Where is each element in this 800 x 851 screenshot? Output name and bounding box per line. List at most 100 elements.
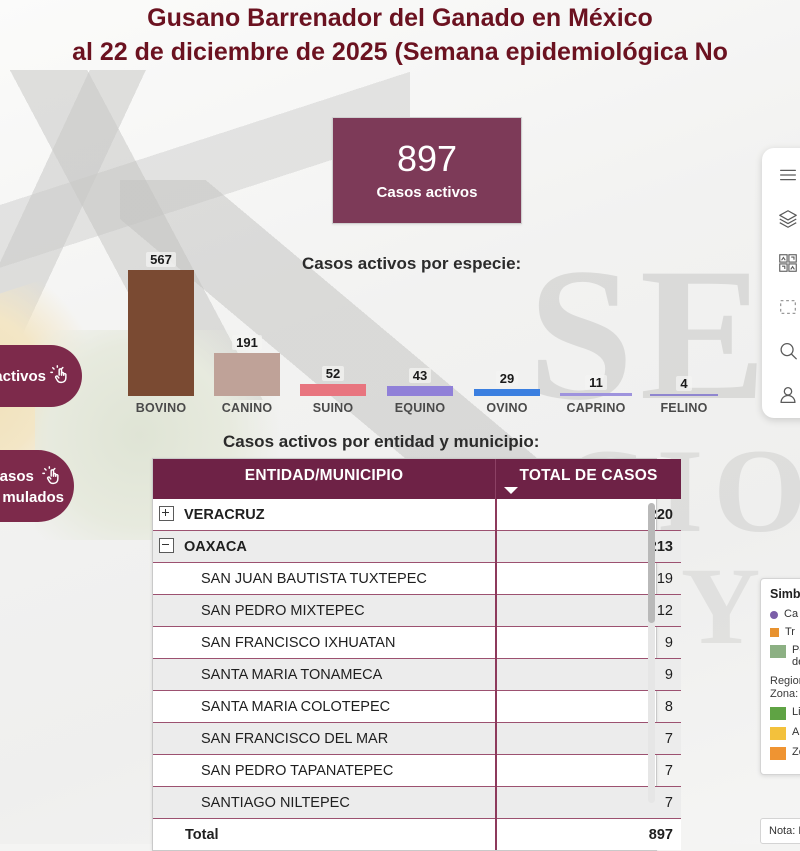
legend-swatch-zone: [770, 727, 786, 740]
total-value: 897: [494, 818, 681, 850]
kpi-value: 897: [396, 137, 458, 179]
row-label: OAXACA: [184, 539, 247, 555]
tap-hand-icon: [50, 365, 72, 387]
legend-zone-item: Zo: [770, 746, 800, 760]
table-row[interactable]: SAN FRANCISCO DEL MAR 7: [153, 722, 681, 755]
bar-label: FELINO: [660, 401, 708, 415]
row-municipio-name: SANTA MARIA TONAMECA: [153, 658, 496, 691]
kpi-card-casos-activos[interactable]: 897 Casos activos: [332, 117, 522, 224]
legend-swatch-zone: [770, 707, 786, 720]
row-municipio-name: SAN FRANCISCO DEL MAR: [153, 722, 496, 755]
user-icon[interactable]: [775, 382, 800, 408]
legend-zone-label: Lib: [792, 706, 800, 718]
layers-icon[interactable]: [775, 206, 800, 232]
row-municipio-name: SANTA MARIA COLOTEPEC: [153, 690, 496, 723]
row-entity-name: OAXACA: [153, 530, 496, 563]
legend-zone-item: Lib: [770, 706, 800, 720]
species-bar-chart: 567 BOVINO 191 CANINO 52 SUINO 43 EQUINO…: [120, 252, 720, 415]
bar-rect[interactable]: [387, 386, 453, 396]
row-municipio-name: SAN PEDRO TAPANATEPEC: [153, 754, 496, 787]
table-row[interactable]: SAN PEDRO TAPANATEPEC 7: [153, 754, 681, 787]
hamburger-menu-icon[interactable]: [775, 162, 800, 188]
row-municipio-name: SANTIAGO NILTEPEC: [153, 786, 496, 819]
table-row[interactable]: SANTA MARIA TONAMECA 9: [153, 658, 681, 691]
column-header-total-label: TOTAL DE CASOS: [519, 467, 658, 484]
table-row[interactable]: SANTIAGO NILTEPEC 7: [153, 786, 681, 819]
legend-swatch-zone: [770, 747, 786, 760]
bar-value: 191: [232, 335, 262, 350]
kpi-label: Casos activos: [376, 183, 478, 201]
legend-item: Tr: [770, 626, 800, 638]
page-header: Gusano Barrenador del Ganado en México a…: [0, 0, 800, 86]
bar-label: CAPRINO: [566, 401, 626, 415]
bar-value: 567: [146, 252, 176, 267]
bar-rect[interactable]: [560, 393, 632, 396]
table-row[interactable]: VERACRUZ 220: [153, 499, 681, 531]
bar-rect[interactable]: [650, 394, 718, 396]
bar-value: 11: [585, 375, 607, 390]
bar-label: SUINO: [312, 401, 354, 415]
table-row[interactable]: SAN FRANCISCO IXHUATAN 9: [153, 626, 681, 659]
side-button-2-label-line1: Casos: [0, 467, 34, 485]
bar-rect[interactable]: [474, 389, 540, 396]
bar-label: CANINO: [221, 401, 273, 415]
page-title-line1: Gusano Barrenador del Ganado en México: [147, 4, 653, 32]
chart-title: Casos activos por especie:: [302, 254, 522, 273]
row-municipio-name: SAN FRANCISCO IXHUATAN: [153, 626, 496, 659]
legend-item: Po de: [770, 644, 800, 668]
tap-hand-icon: [42, 465, 64, 488]
legend-item-label-line2: de: [792, 656, 800, 668]
casos-por-entidad-table: ENTIDAD/MUNICIPIO TOTAL DE CASOS VERACRU…: [152, 458, 681, 851]
legend-item: Ca: [770, 608, 800, 620]
sort-descending-icon: [504, 487, 518, 494]
row-entity-name: VERACRUZ: [153, 499, 496, 531]
side-button-2-label-line2: mulados: [2, 488, 64, 506]
row-label: VERACRUZ: [184, 507, 265, 523]
side-button-casos-activos[interactable]: s activos: [0, 345, 82, 407]
bar-rect[interactable]: [300, 384, 366, 396]
legend-zone-item: Am: [770, 726, 800, 740]
expand-plus-icon[interactable]: [159, 506, 174, 521]
table-row[interactable]: SAN PEDRO MIXTEPEC 12: [153, 594, 681, 627]
collapse-minus-icon[interactable]: [159, 538, 174, 553]
basemap-grid-icon[interactable]: [775, 250, 800, 276]
bar-label: EQUINO: [394, 401, 446, 415]
table-row[interactable]: SANTA MARIA COLOTEPEC 8: [153, 690, 681, 723]
side-button-1-label: s activos: [0, 367, 46, 385]
bar-column: 4 FELINO: [650, 376, 718, 415]
row-municipio-name: SAN JUAN BAUTISTA TUXTEPEC: [153, 562, 496, 595]
table-total-row: Total 897: [153, 818, 681, 850]
bar-column: 43 EQUINO: [387, 368, 453, 415]
table-row[interactable]: SAN JUAN BAUTISTA TUXTEPEC 19: [153, 562, 681, 595]
bar-column: 11 CAPRINO: [560, 375, 632, 415]
legend-swatch-square: [770, 628, 779, 637]
table-scrollbar[interactable]: [648, 503, 655, 803]
side-button-casos-acumulados[interactable]: Casos mulados: [0, 450, 74, 522]
page-title-line2: al 22 de diciembre de 2025 (Semana epide…: [72, 38, 728, 66]
bar-rect[interactable]: [128, 270, 194, 396]
bar-value: 43: [408, 368, 432, 383]
total-label: Total: [153, 818, 496, 850]
legend-title: Simb: [770, 587, 800, 601]
legend-swatch-box: [770, 645, 786, 658]
legend-swatch-dot: [770, 611, 778, 619]
table-scrollbar-thumb[interactable]: [648, 503, 655, 623]
bar-label: BOVINO: [135, 401, 187, 415]
table-row[interactable]: OAXACA 213: [153, 530, 681, 563]
legend-item-label: Tr: [785, 626, 795, 638]
legend-zone-label: Zo: [792, 746, 800, 758]
column-header-entidad[interactable]: ENTIDAD/MUNICIPIO: [153, 459, 496, 499]
column-header-total[interactable]: TOTAL DE CASOS: [495, 459, 681, 499]
map-note-box: Nota: D: [760, 818, 800, 844]
legend-item-label-line1: Po: [792, 644, 800, 656]
bar-column: 29 OVINO: [474, 371, 540, 415]
table-title: Casos activos por entidad y municipio:: [223, 432, 540, 451]
search-icon[interactable]: [775, 338, 800, 364]
map-toolbar: [762, 148, 800, 418]
legend-subtitle-line1: Region: [770, 675, 800, 687]
side-button-2-label: Casos mulados: [0, 465, 64, 507]
bar-column: 567 BOVINO: [128, 252, 194, 415]
legend-subtitle-line2: Zona:: [770, 688, 799, 700]
select-area-icon[interactable]: [775, 294, 800, 320]
bar-rect[interactable]: [214, 353, 280, 396]
